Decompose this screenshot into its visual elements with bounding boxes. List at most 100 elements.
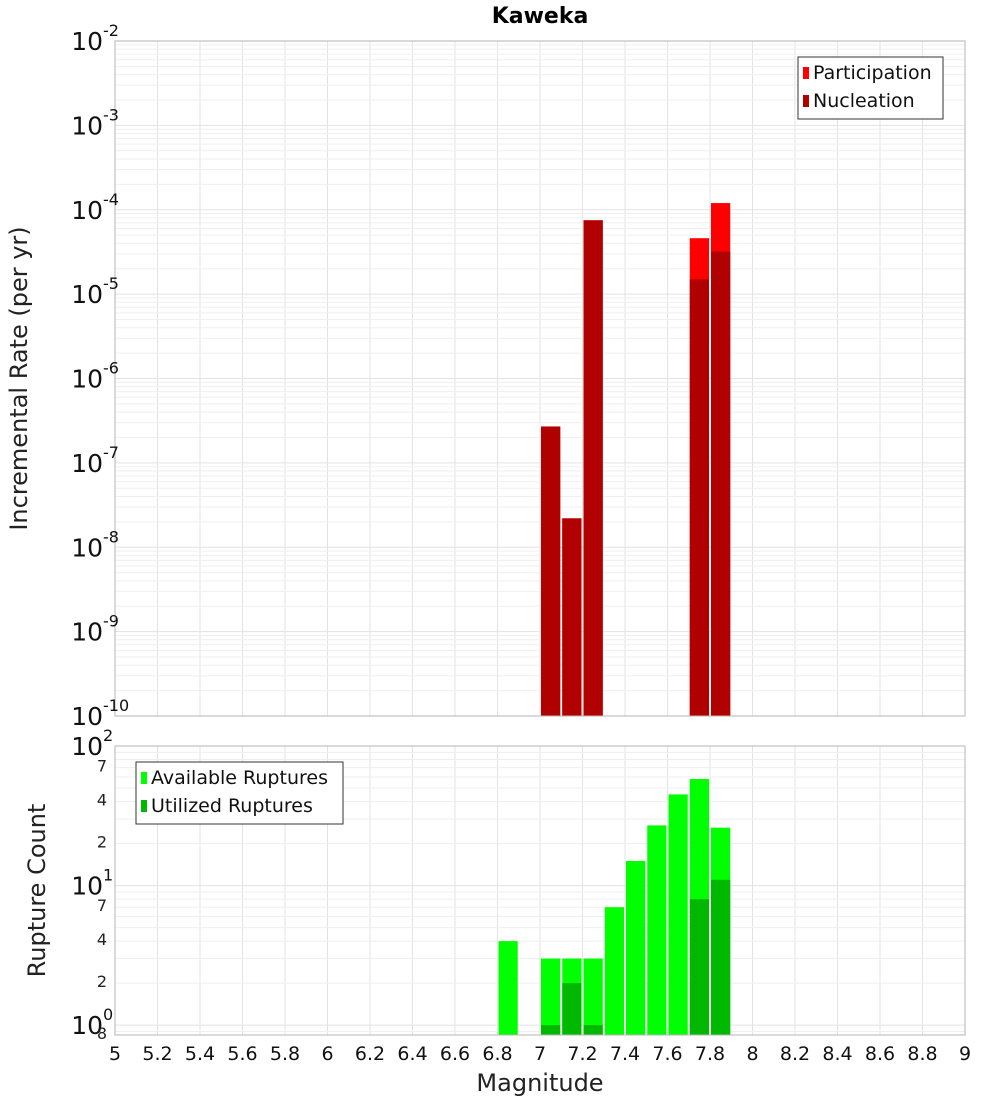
y-tick-exponent: 1 (103, 866, 113, 885)
legend-label: Nucleation (813, 90, 915, 112)
bar-utilized-ruptures (541, 1025, 561, 1035)
y-tick-base: 10 (71, 1011, 103, 1040)
x-axis-label: Magnitude (476, 1069, 603, 1097)
x-tick-label: 7.4 (610, 1043, 640, 1065)
y-tick-base: 10 (71, 732, 103, 761)
y-tick-label: 10 -8 (71, 527, 119, 562)
x-tick-label: 9 (959, 1043, 971, 1065)
bar-nucleation (689, 279, 709, 716)
y-tick-base: 10 (71, 872, 103, 901)
x-tick-label: 5.4 (185, 1043, 215, 1065)
legend-label: Utilized Ruptures (151, 795, 313, 817)
plot-frame (114, 745, 966, 1036)
x-tick-label: 6.6 (440, 1043, 470, 1065)
bar-nucleation (583, 220, 603, 717)
y-axis-label: Rupture Count (23, 804, 51, 978)
y-tick-base: 10 (71, 365, 103, 394)
legend-swatch (803, 67, 809, 79)
x-tick-label: 7 (534, 1043, 546, 1065)
y-tick-exponent: -5 (103, 274, 119, 293)
bar-utilized-ruptures (689, 899, 709, 1035)
legend-box (797, 56, 944, 120)
legend-label: Participation (813, 62, 932, 84)
y-tick-label: 10 -2 (71, 21, 119, 56)
y-tick-exponent: -3 (103, 105, 119, 124)
bar-available-ruptures (583, 958, 603, 1035)
bars (541, 203, 731, 717)
y-tick-base: 10 (71, 27, 103, 56)
y-tick-exponent: -2 (103, 21, 119, 40)
y-tick-label: 10 1 (71, 866, 113, 901)
y-tick-label: 10 -9 (71, 612, 119, 647)
y-minor-tick-label: 2 (97, 833, 107, 852)
y-tick-base: 10 (71, 702, 103, 731)
y-minor-tick-label: 4 (97, 930, 107, 949)
y-minor-tick-label: 7 (97, 896, 107, 915)
y-tick-exponent: 2 (103, 726, 113, 745)
x-tick-label: 6.4 (397, 1043, 427, 1065)
y-tick-label: 10 -6 (71, 359, 119, 394)
x-tick-label: 6 (321, 1043, 333, 1065)
y-tick-exponent: -4 (103, 190, 119, 209)
y-tick-base: 10 (71, 449, 103, 478)
y-tick-exponent: -8 (103, 527, 119, 546)
chart-panel-1: 10-210-310-410-510-610-710-810-910 -10Inc… (5, 4, 966, 731)
legend: Participation Nucleation (797, 56, 944, 120)
y-tick-exponent: -9 (103, 612, 119, 631)
legend-label: Available Ruptures (151, 767, 328, 789)
x-tick-label: 5.6 (227, 1043, 257, 1065)
x-tick-label: 8.8 (907, 1043, 937, 1065)
y-minor-tick-label: 2 (97, 972, 107, 991)
x-tick-label: 8.6 (865, 1043, 895, 1065)
plot-frame (114, 40, 966, 717)
bar-nucleation (711, 251, 731, 716)
y-minor-tick-label: 8 (97, 1024, 107, 1043)
y-tick-label: 10 -10 (71, 696, 129, 731)
y-minor-tick-label: 7 (97, 757, 107, 776)
bar-nucleation (541, 426, 561, 716)
y-tick-label: 10 -3 (71, 105, 119, 140)
y-tick-base: 10 (71, 618, 103, 647)
y-tick-base: 10 (71, 280, 103, 309)
y-tick-base: 10 (71, 533, 103, 562)
y-tick-base: 10 (71, 111, 103, 140)
bar-available-ruptures (541, 958, 561, 1035)
x-tick-label: 6.2 (355, 1043, 385, 1065)
legend-swatch (803, 95, 809, 107)
y-axis-label: Incremental Rate (per yr) (5, 226, 33, 530)
bar-available-ruptures (626, 860, 646, 1035)
bar-utilized-ruptures (711, 879, 731, 1035)
x-tick-label: 8.2 (780, 1043, 810, 1065)
bar-available-ruptures (498, 941, 518, 1035)
y-tick-exponent: -10 (103, 696, 129, 715)
x-tick-label: 7.8 (695, 1043, 725, 1065)
x-tick-label: 5.2 (142, 1043, 172, 1065)
x-tick-label: 5.8 (270, 1043, 300, 1065)
y-tick-exponent: 0 (103, 1005, 113, 1024)
bar-available-ruptures (647, 825, 667, 1035)
y-tick-label: 10 2 (71, 726, 113, 761)
legend-swatch (141, 772, 147, 784)
x-tick-label: 8.4 (822, 1043, 852, 1065)
y-tick-label: 10 0 (71, 1005, 113, 1040)
x-tick-label: 6.8 (482, 1043, 512, 1065)
y-tick-exponent: -7 (103, 443, 119, 462)
y-tick-label: 10 -7 (71, 443, 119, 478)
bar-available-ruptures (668, 794, 688, 1035)
x-tick-label: 8 (746, 1043, 758, 1065)
bar-available-ruptures (604, 907, 624, 1035)
legend-box (135, 761, 344, 825)
bar-nucleation (562, 518, 582, 716)
x-tick-label: 5 (109, 1043, 121, 1065)
y-minor-tick-label: 4 (97, 791, 107, 810)
legend-swatch (141, 800, 147, 812)
legend: Available Ruptures Utilized Ruptures (135, 761, 344, 825)
bar-utilized-ruptures (562, 983, 582, 1035)
y-tick-exponent: -6 (103, 359, 119, 378)
bars (498, 779, 731, 1035)
chart-title: Kaweka (492, 4, 589, 29)
gridlines (114, 40, 966, 717)
bar-utilized-ruptures (583, 1025, 603, 1035)
